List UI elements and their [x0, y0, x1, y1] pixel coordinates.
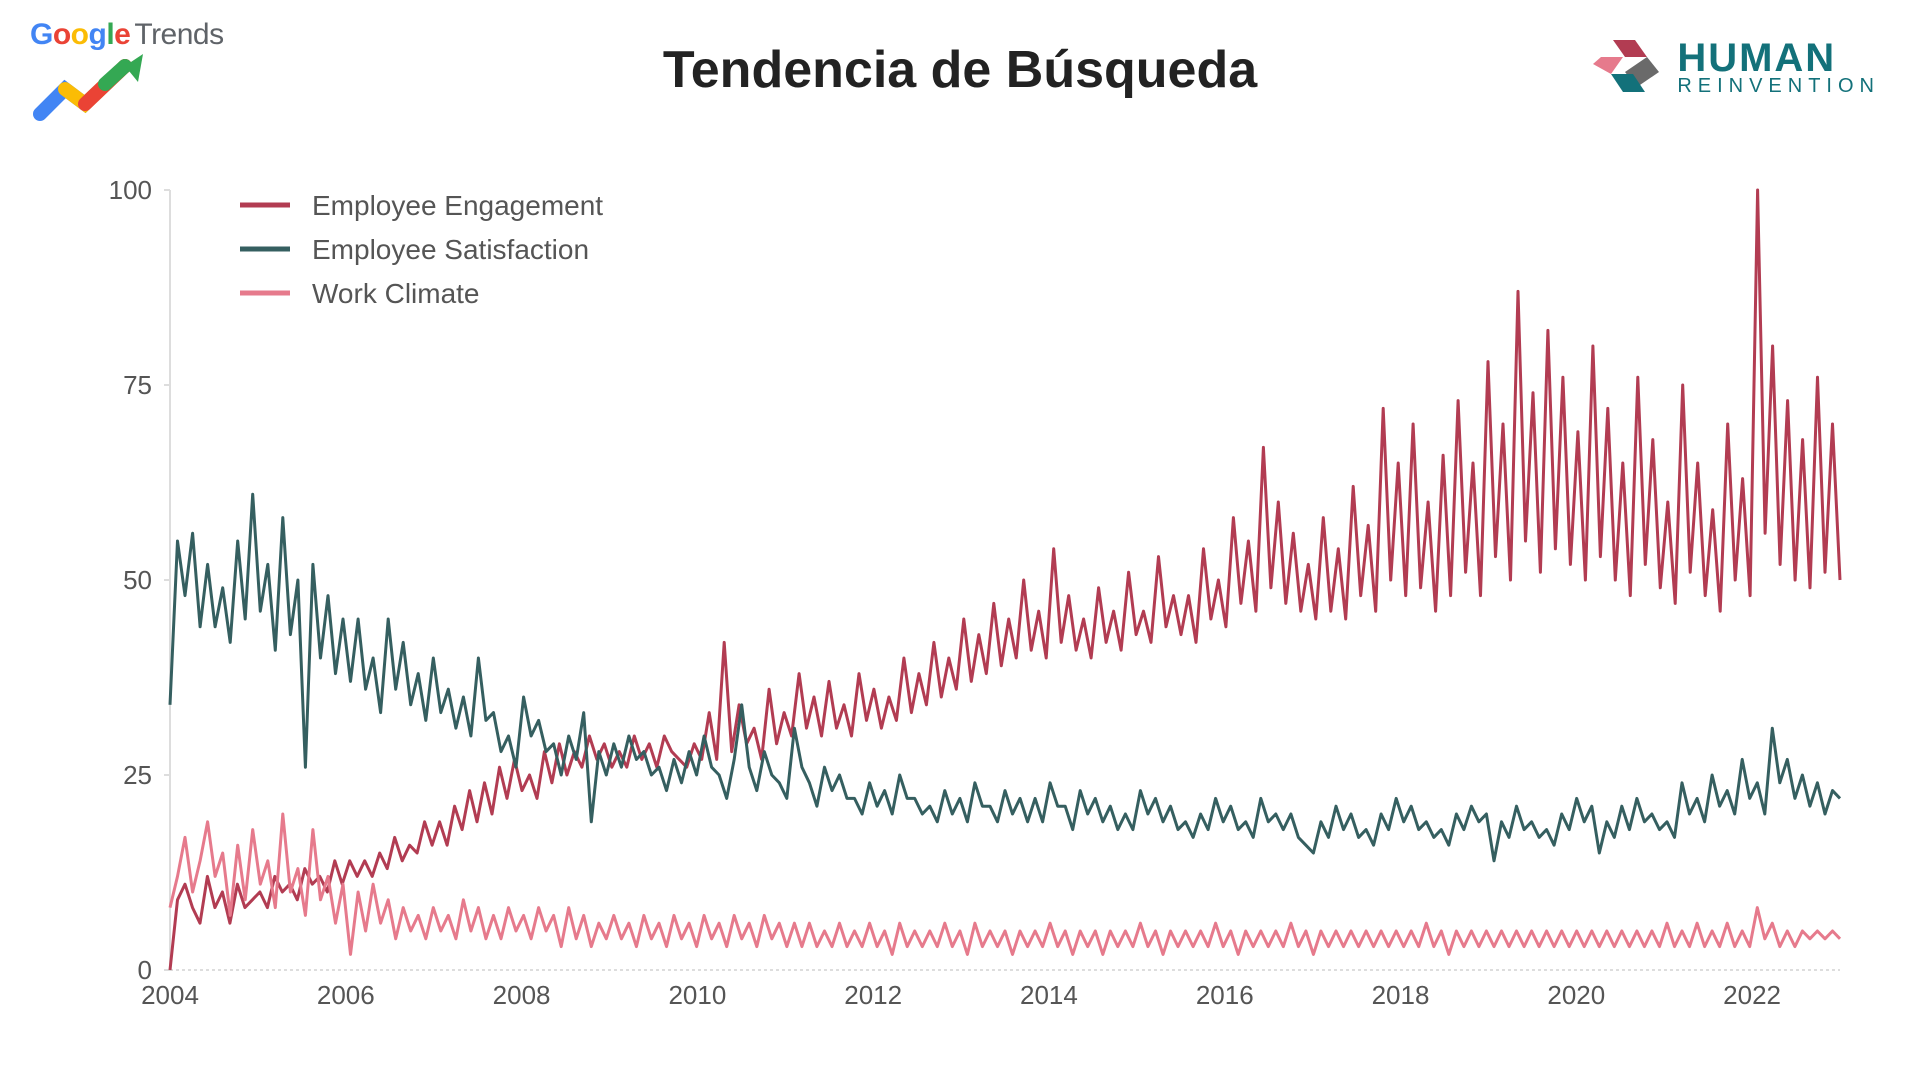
- y-tick-label: 25: [123, 760, 152, 790]
- x-tick-label: 2004: [141, 980, 199, 1010]
- hr-line1: HUMAN: [1677, 39, 1880, 77]
- human-reinvention-logo: HUMAN REINVENTION: [1593, 32, 1880, 102]
- x-tick-label: 2010: [668, 980, 726, 1010]
- human-reinvention-mark-icon: [1593, 32, 1663, 102]
- chart-svg: 0255075100200420062008201020122014201620…: [60, 170, 1860, 1050]
- x-tick-label: 2020: [1547, 980, 1605, 1010]
- y-tick-label: 100: [109, 175, 152, 205]
- x-tick-label: 2016: [1196, 980, 1254, 1010]
- series-line: [170, 494, 1840, 861]
- x-tick-label: 2018: [1372, 980, 1430, 1010]
- y-tick-label: 75: [123, 370, 152, 400]
- x-tick-label: 2012: [844, 980, 902, 1010]
- y-tick-label: 50: [123, 565, 152, 595]
- hr-line2: REINVENTION: [1677, 77, 1880, 96]
- legend-label: Employee Satisfaction: [312, 234, 589, 265]
- trend-chart: 0255075100200420062008201020122014201620…: [60, 170, 1860, 1050]
- legend-label: Employee Engagement: [312, 190, 603, 221]
- legend-label: Work Climate: [312, 278, 480, 309]
- x-tick-label: 2014: [1020, 980, 1078, 1010]
- x-tick-label: 2022: [1723, 980, 1781, 1010]
- x-tick-label: 2006: [317, 980, 375, 1010]
- page: GoogleTrends Tendencia de Búsqueda HUMAN…: [0, 0, 1920, 1080]
- x-tick-label: 2008: [493, 980, 551, 1010]
- human-reinvention-text: HUMAN REINVENTION: [1677, 39, 1880, 96]
